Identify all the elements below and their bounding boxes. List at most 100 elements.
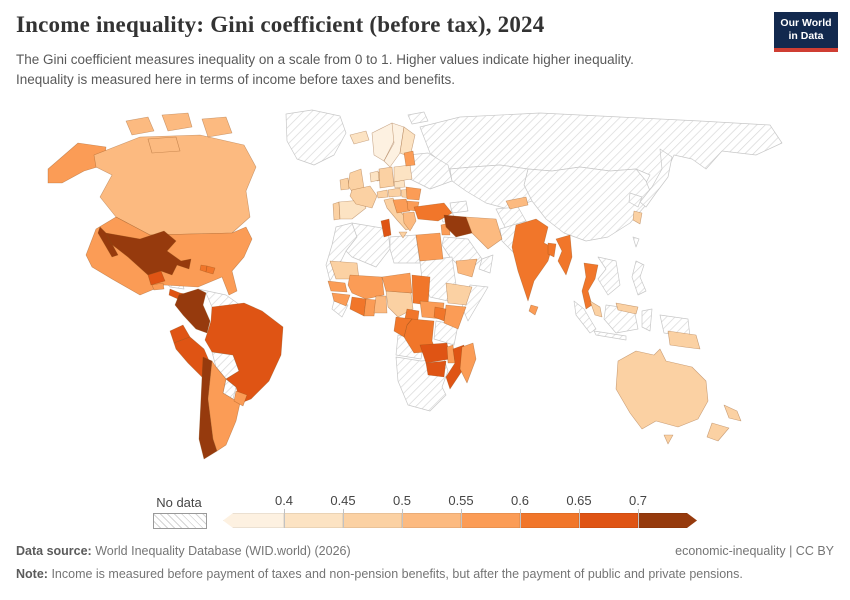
country-switzerland[interactable] <box>376 189 389 199</box>
country-brazil[interactable] <box>204 302 284 404</box>
country-myanmar[interactable] <box>555 234 573 276</box>
country-cote-divoire[interactable] <box>349 296 367 317</box>
owid-logo-line1: Our World <box>780 16 832 29</box>
legend-tick-label: 0.7 <box>628 493 648 508</box>
country-iran[interactable] <box>465 216 503 250</box>
legend-bin-swatch[interactable] <box>284 513 343 528</box>
country-uruguay[interactable] <box>233 390 248 407</box>
country-malaysia[interactable] <box>589 300 639 318</box>
country-new-zealand[interactable] <box>706 404 742 442</box>
country-egypt[interactable] <box>415 232 444 262</box>
country-papua-new-guinea[interactable] <box>667 330 701 350</box>
country-togo-benin[interactable] <box>373 295 388 314</box>
subtitle-line-1: The Gini coefficient measures inequality… <box>16 52 634 67</box>
legend-tick <box>402 509 403 528</box>
country-zimbabwe[interactable] <box>425 360 447 378</box>
country-belgium-netherlands[interactable] <box>369 170 380 183</box>
country-greenland[interactable] <box>285 109 347 166</box>
country-chad[interactable] <box>411 274 431 306</box>
country-taiwan[interactable] <box>632 236 640 248</box>
country-mexico[interactable] <box>97 226 192 276</box>
country-dominican-republic[interactable] <box>205 265 216 275</box>
country-romania[interactable] <box>405 186 422 201</box>
country-germany[interactable] <box>378 166 395 189</box>
legend-bin-swatch[interactable] <box>461 513 520 528</box>
country-norway[interactable] <box>371 122 399 162</box>
legend-tick-label: 0.6 <box>510 493 530 508</box>
country-tunisia[interactable] <box>380 218 392 238</box>
country-iraq[interactable] <box>443 214 473 238</box>
country-el-salvador[interactable] <box>151 282 165 291</box>
country-guinea[interactable] <box>331 292 351 307</box>
country-canadian-arctic-islands[interactable] <box>125 112 233 154</box>
country-yemen[interactable] <box>455 258 478 278</box>
note-label: Note: <box>16 567 48 581</box>
country-japan[interactable] <box>639 148 673 208</box>
country-sri-lanka[interactable] <box>528 304 539 316</box>
country-india[interactable] <box>511 218 553 302</box>
country-france[interactable] <box>349 185 378 209</box>
legend-bin-swatch[interactable] <box>579 513 638 528</box>
data-source-label: Data source: <box>16 544 92 558</box>
world-map <box>47 109 783 460</box>
country-philippines[interactable] <box>631 260 647 296</box>
country-caucasus[interactable] <box>449 200 469 214</box>
country-ethiopia[interactable] <box>445 282 473 306</box>
country-ireland[interactable] <box>339 177 350 191</box>
country-north-korea[interactable] <box>628 192 643 208</box>
country-mozambique[interactable] <box>445 344 465 390</box>
legend-bin-swatch[interactable] <box>638 513 697 528</box>
data-source-value[interactable]: World Inequality Database (WID.world) (2… <box>95 544 351 558</box>
country-kazakhstan-central-asia[interactable] <box>449 164 533 210</box>
legend-bin-swatch[interactable] <box>223 513 284 528</box>
legend-ramp: 0.4 0.45 0.5 0.55 0.6 0.65 0.7 <box>223 493 697 528</box>
attribution[interactable]: economic-inequality | CC BY <box>675 544 834 558</box>
country-kyrgyzstan[interactable] <box>505 196 529 210</box>
country-alaska[interactable] <box>47 142 107 184</box>
country-mali-burkina-faso[interactable] <box>347 274 385 300</box>
legend-tick <box>520 509 521 528</box>
country-ghana[interactable] <box>363 298 377 317</box>
country-congo-gabon[interactable] <box>393 316 413 338</box>
legend-no-data-label: No data <box>156 495 202 510</box>
country-argentina[interactable] <box>207 360 241 452</box>
country-svalbard[interactable] <box>407 111 429 125</box>
legend-tick-label: 0.45 <box>330 493 356 508</box>
country-poland[interactable] <box>393 164 413 183</box>
legend-bin-swatch[interactable] <box>520 513 579 528</box>
country-greece[interactable] <box>402 211 417 232</box>
country-libya[interactable] <box>389 234 421 264</box>
legend-bin-swatch[interactable] <box>343 513 402 528</box>
country-western-balkans[interactable] <box>392 198 411 214</box>
legend-tick <box>638 509 639 528</box>
country-baltic-states[interactable] <box>403 150 416 167</box>
country-madagascar[interactable] <box>459 342 477 384</box>
country-thailand[interactable] <box>581 262 599 310</box>
legend-tick <box>284 509 285 528</box>
country-senegal[interactable] <box>327 280 348 293</box>
legend-bin-swatch[interactable] <box>402 513 461 528</box>
world-map-container <box>0 108 850 492</box>
note-value: Income is measured before payment of tax… <box>51 567 743 581</box>
country-laos-vietnam-cambodia[interactable] <box>597 256 621 296</box>
country-iceland[interactable] <box>349 130 370 145</box>
owid-logo[interactable]: Our World in Data <box>774 12 838 52</box>
country-canada[interactable] <box>93 134 257 236</box>
country-bangladesh[interactable] <box>547 242 557 258</box>
country-colombia[interactable] <box>174 288 211 334</box>
country-australia[interactable] <box>615 348 709 430</box>
legend-no-data-swatch[interactable] <box>153 513 207 529</box>
legend-tick-label: 0.55 <box>448 493 474 508</box>
country-indonesia[interactable] <box>573 300 691 341</box>
country-south-korea[interactable] <box>632 210 643 225</box>
country-tasmania[interactable] <box>663 434 674 445</box>
chart-subtitle: The Gini coefficient measures inequality… <box>16 50 716 91</box>
country-guatemala[interactable] <box>147 270 166 286</box>
country-niger[interactable] <box>381 272 413 294</box>
country-zambia[interactable] <box>419 342 451 364</box>
country-oman[interactable] <box>478 254 494 274</box>
legend-tick <box>343 509 344 528</box>
country-austria[interactable] <box>387 187 402 198</box>
country-nigeria[interactable] <box>385 290 414 318</box>
country-uganda[interactable] <box>433 306 447 322</box>
